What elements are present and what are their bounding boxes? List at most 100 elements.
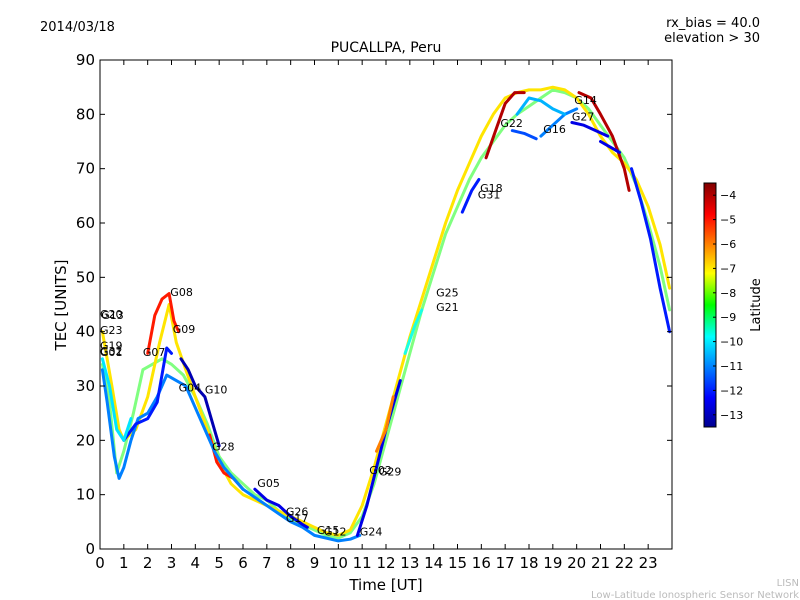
satellite-label-g14: G14 [574, 94, 597, 107]
tec-track-12 [510, 129, 538, 141]
satellite-label-g08: G08 [170, 286, 193, 299]
y-tick-label: 10 [76, 486, 95, 504]
satellite-label-g18: G18 [480, 182, 503, 195]
colorbar-tick-label: −6 [720, 238, 736, 251]
satellite-label-g19: G19 [100, 340, 123, 353]
satellite-label-g09: G09 [173, 323, 196, 336]
tec-track-8 [179, 357, 221, 448]
tec-track-4 [484, 91, 526, 160]
tec-track-20 [515, 96, 567, 116]
tec-track-19 [375, 395, 395, 453]
colorbar-tick-label: −7 [720, 262, 736, 275]
satellite-label-g07: G07 [143, 346, 166, 359]
tec-track-2 [146, 292, 181, 355]
x-tick-label: 21 [591, 554, 610, 572]
x-tick-label: 9 [310, 554, 320, 572]
tec-track-14 [570, 121, 610, 138]
y-tick-label: 0 [85, 540, 95, 558]
x-tick-label: 14 [424, 554, 443, 572]
x-tick-label: 11 [353, 554, 372, 572]
chart-title: PUCALLPA, Peru [331, 40, 442, 56]
x-tick-label: 2 [143, 554, 153, 572]
tec-track-18 [403, 308, 424, 355]
x-tick-label: 20 [567, 554, 586, 572]
x-tick-label: 7 [262, 554, 272, 572]
satellite-label-g29: G29 [379, 466, 402, 479]
satellite-label-g05: G05 [257, 477, 280, 490]
x-tick-label: 4 [191, 554, 201, 572]
rx-bias-label: rx_bias = 40.0 [666, 16, 760, 31]
x-axis-ticks: 0 1 2 3 4 5 6 7 8 9 10 11 12 13 14 15 16 17 18 19 20 21 22 23 [95, 60, 658, 572]
tec-track-5 [577, 91, 631, 192]
x-tick-label: 10 [329, 554, 348, 572]
y-tick-label: 60 [76, 214, 95, 232]
x-tick-label: 8 [286, 554, 296, 572]
x-tick-label: 22 [615, 554, 634, 572]
satellite-label-g21: G21 [436, 301, 459, 314]
credit-long: Low-Latitude Ionospheric Sensor Network [591, 590, 799, 600]
y-tick-label: 70 [76, 160, 95, 178]
x-tick-label: 17 [496, 554, 515, 572]
elevation-label: elevation > 30 [664, 31, 760, 46]
y-axis-label: TEC [UNITS] [52, 260, 70, 352]
tec-track-17 [100, 357, 133, 442]
colorbar-tick-label: −9 [720, 311, 736, 324]
y-tick-label: 90 [76, 51, 95, 69]
tec-track-10 [355, 379, 402, 537]
plot-frame [99, 59, 673, 550]
satellite-label-g32: G32 [100, 345, 123, 358]
colorbar-tick-label: −4 [720, 189, 736, 202]
x-tick-label: 19 [543, 554, 562, 572]
satellite-label-g20: G20 [100, 308, 123, 321]
y-tick-label: 20 [76, 431, 95, 449]
colorbar-tick-label: −5 [720, 214, 736, 227]
satellite-label-g01: G01 [100, 346, 123, 359]
x-tick-label: 13 [400, 554, 419, 572]
satellite-label-g31: G31 [478, 189, 501, 202]
y-tick-label: 80 [76, 105, 95, 123]
colorbar-ticks: −4 −5 −6 −7 −8 −9 −10 −11 −12 −13 [713, 189, 743, 422]
date-label: 2014/03/18 [40, 20, 115, 35]
y-axis-ticks: 0 10 20 30 40 50 60 70 80 90 [76, 51, 672, 558]
colorbar-label: Latitude [749, 278, 764, 332]
satellite-label-g15: G15 [317, 524, 340, 537]
satellite-label-g13: G13 [101, 309, 124, 322]
colorbar-tick-label: −8 [720, 287, 736, 300]
x-tick-label: 5 [214, 554, 224, 572]
satellite-label-g22: G22 [500, 117, 523, 130]
satellite-label-g10: G10 [205, 384, 228, 397]
x-tick-label: 18 [519, 554, 538, 572]
x-tick-label: 16 [472, 554, 491, 572]
x-tick-label: 12 [376, 554, 395, 572]
satellite-label-g12: G12 [324, 525, 347, 538]
y-tick-label: 30 [76, 377, 95, 395]
colorbar-tick-label: −10 [720, 336, 743, 349]
satellite-label-g23: G23 [100, 324, 123, 337]
x-axis-label: Time [UT] [348, 576, 422, 594]
satellite-label-g17: G17 [286, 512, 309, 525]
x-tick-label: 1 [119, 554, 129, 572]
colorbar-tick-label: −12 [720, 384, 743, 397]
x-tick-label: 3 [167, 554, 177, 572]
colorbar: −4 −5 −6 −7 −8 −9 −10 −11 −12 −13 Latitude [703, 182, 764, 428]
tec-track-7 [122, 346, 173, 442]
satellite-label-g26: G26 [286, 505, 309, 518]
satellite-label-g04: G04 [179, 381, 202, 394]
tec-track-11 [460, 178, 481, 214]
colorbar-tick-label: −11 [720, 360, 743, 373]
tec-track-16 [630, 167, 672, 334]
x-tick-label: 15 [448, 554, 467, 572]
x-tick-label: 0 [95, 554, 105, 572]
satellite-label-g02: G02 [369, 464, 392, 477]
tec-track-1 [100, 85, 672, 537]
satellite-label-g24: G24 [360, 525, 383, 538]
colorbar-tick-label: −13 [720, 409, 743, 422]
satellite-label-g25: G25 [436, 286, 459, 299]
satellite-label-g28: G28 [212, 441, 235, 454]
y-tick-label: 50 [76, 268, 95, 286]
credit-short: LISN [777, 578, 799, 589]
tec-track-9 [253, 487, 309, 529]
tec-track-6 [100, 368, 362, 543]
